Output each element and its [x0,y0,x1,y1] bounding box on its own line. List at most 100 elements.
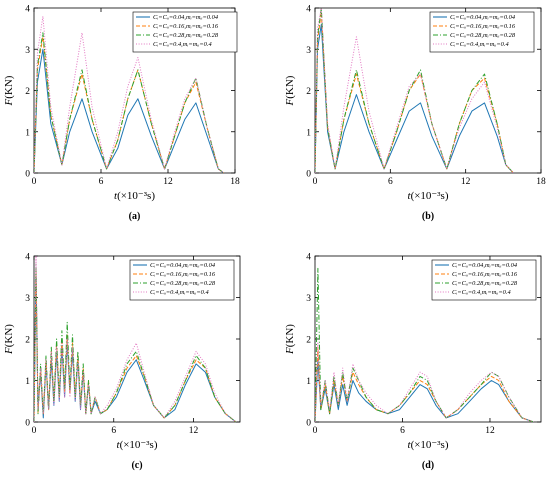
legend-label: Cᵢ=Cᵢᵢ=0.4,mᵢ=mᵢᵢ=0.4 [150,289,209,296]
y-axis-var: F [284,98,296,106]
x-axis-label: t(×10⁻³s) [408,439,449,451]
legend-label: Cᵢ=Cᵢᵢ=0.16,mᵢ=mᵢᵢ=0.16 [153,23,219,30]
legend-label: Cᵢ=Cᵢᵢ=0.28,mᵢ=mᵢᵢ=0.28 [150,280,216,287]
y-tick-label: 3 [306,294,311,304]
legend-label: Cᵢ=Cᵢᵢ=0.16,mᵢ=mᵢᵢ=0.16 [452,271,518,278]
legend: Cᵢ=Cᵢᵢ=0.04,mᵢ=mᵢᵢ=0.04 Cᵢ=Cᵢᵢ=0.16,mᵢ=mᵢ… [132,11,238,53]
x-tick-label: 0 [32,426,37,436]
x-tick-label: 6 [99,177,104,187]
series-line-3 [34,263,237,422]
x-axis-unit: (×10⁻³s) [120,439,158,451]
y-axis-unit: (KN) [284,75,296,99]
y-tick-label: 3 [25,46,30,56]
legend: Cᵢ=Cᵢᵢ=0.04,mᵢ=mᵢᵢ=0.04 Cᵢ=Cᵢᵢ=0.16,mᵢ=mᵢ… [431,259,537,301]
x-tick-label: 0 [32,177,37,187]
series-line-2 [315,346,534,422]
series-line-2 [34,267,237,422]
x-axis-var: t [408,439,412,451]
legend-label: Cᵢ=Cᵢᵢ=0.28,mᵢ=mᵢᵢ=0.28 [452,280,518,287]
series-line-4 [315,8,514,173]
legend-label: Cᵢ=Cᵢᵢ=0.4,mᵢ=mᵢᵢ=0.4 [153,41,212,48]
series-line-1 [315,359,534,422]
legend-box [431,259,537,301]
legend-label: Cᵢ=Cᵢᵢ=0.16,mᵢ=mᵢᵢ=0.16 [450,23,516,30]
y-axis-unit: (KN) [284,324,296,348]
y-tick-label: 3 [306,46,311,56]
x-axis-var: t [408,190,412,202]
legend-label: Cᵢ=Cᵢᵢ=0.28,mᵢ=mᵢᵢ=0.28 [153,32,219,39]
y-axis-label: F(KN) [284,324,296,355]
series-line-1 [315,24,514,173]
x-tick-label: 6 [400,426,405,436]
legend-box [429,11,535,53]
x-tick-label: 0 [313,177,318,187]
y-tick-label: 1 [306,128,311,138]
series-line-4 [315,342,534,422]
legend: Cᵢ=Cᵢᵢ=0.04,mᵢ=mᵢᵢ=0.04 Cᵢ=Cᵢᵢ=0.16,mᵢ=mᵢ… [429,11,535,53]
legend-label: Cᵢ=Cᵢᵢ=0.04,mᵢ=mᵢᵢ=0.04 [450,14,516,21]
legend-box [129,259,235,301]
y-tick-label: 2 [306,87,311,97]
series-group [34,15,225,173]
legend: Cᵢ=Cᵢᵢ=0.04,mᵢ=mᵢᵢ=0.04 Cᵢ=Cᵢᵢ=0.16,mᵢ=mᵢ… [129,259,235,301]
legend-label: Cᵢ=Cᵢᵢ=0.4,mᵢ=mᵢᵢ=0.4 [450,41,509,48]
y-tick-label: 1 [25,377,30,387]
y-axis-var: F [3,98,15,106]
series-line-4 [34,15,225,173]
x-tick-label: 12 [485,426,495,436]
legend-label: Cᵢ=Cᵢᵢ=0.04,mᵢ=mᵢᵢ=0.04 [150,262,216,269]
series-line-2 [34,36,225,173]
y-tick-label: 2 [25,336,30,346]
series-line-3 [34,32,225,173]
series-line-4 [34,256,237,422]
x-axis-label: t(×10⁻³s) [408,190,449,202]
y-tick-label: 0 [25,170,30,180]
y-tick-label: 1 [25,128,30,138]
y-axis-var: F [3,347,15,355]
panel-d: 0 6 1201234t(×10⁻³s)F(KN)(d)Cᵢ=Cᵢᵢ=0.04,mᵢ… [284,253,542,471]
legend-label: Cᵢ=Cᵢᵢ=0.28,mᵢ=mᵢᵢ=0.28 [450,32,516,39]
series-group [315,8,514,173]
series-line-3 [315,8,514,173]
x-tick-label: 12 [163,177,173,187]
y-axis-var: F [284,347,296,355]
y-axis-unit: (KN) [3,75,15,99]
y-tick-label: 2 [306,336,311,346]
y-axis-label: F(KN) [3,75,15,106]
x-tick-label: 18 [230,177,240,187]
x-axis-label: t(×10⁻³s) [114,190,155,202]
panel-label: (a) [129,211,141,222]
x-tick-label: 6 [111,426,116,436]
x-tick-label: 18 [536,177,546,187]
panel-label: (b) [422,211,434,222]
y-axis-unit: (KN) [3,324,15,348]
panel-b: 0 6 12 1801234t(×10⁻³s)F(KN)(b)Cᵢ=Cᵢᵢ=0.04,… [284,5,546,223]
series-line-1 [34,48,225,173]
legend-label: Cᵢ=Cᵢᵢ=0.4,mᵢ=mᵢᵢ=0.4 [452,289,511,296]
series-group [34,256,237,422]
series-group [315,267,534,422]
y-tick-label: 0 [306,170,311,180]
y-tick-label: 3 [25,294,30,304]
x-tick-label: 6 [388,177,393,187]
y-tick-label: 4 [306,5,311,15]
y-tick-label: 0 [25,419,30,429]
legend-box [132,11,238,53]
legend-label: Cᵢ=Cᵢᵢ=0.04,mᵢ=mᵢᵢ=0.04 [452,262,518,269]
y-tick-label: 2 [25,87,30,97]
y-tick-label: 4 [25,253,30,263]
panel-label: (d) [422,460,434,471]
panel-a: 0 6 12 1801234t(×10⁻³s)F(KN)(a)Cᵢ=Cᵢᵢ=0.04,… [3,5,240,223]
y-tick-label: 4 [306,253,311,263]
x-axis-var: t [117,439,121,451]
panel-c: 0 6 1201234t(×10⁻³s)F(KN)(c)Cᵢ=Cᵢᵢ=0.04,mᵢ… [3,253,241,471]
y-axis-label: F(KN) [284,75,296,106]
x-axis-unit: (×10⁻³s) [117,190,155,202]
x-axis-unit: (×10⁻³s) [411,439,449,451]
x-tick-label: 0 [313,426,318,436]
y-tick-label: 4 [25,5,30,15]
y-tick-label: 1 [306,377,311,387]
y-axis-label: F(KN) [3,324,15,355]
x-tick-label: 12 [461,177,471,187]
